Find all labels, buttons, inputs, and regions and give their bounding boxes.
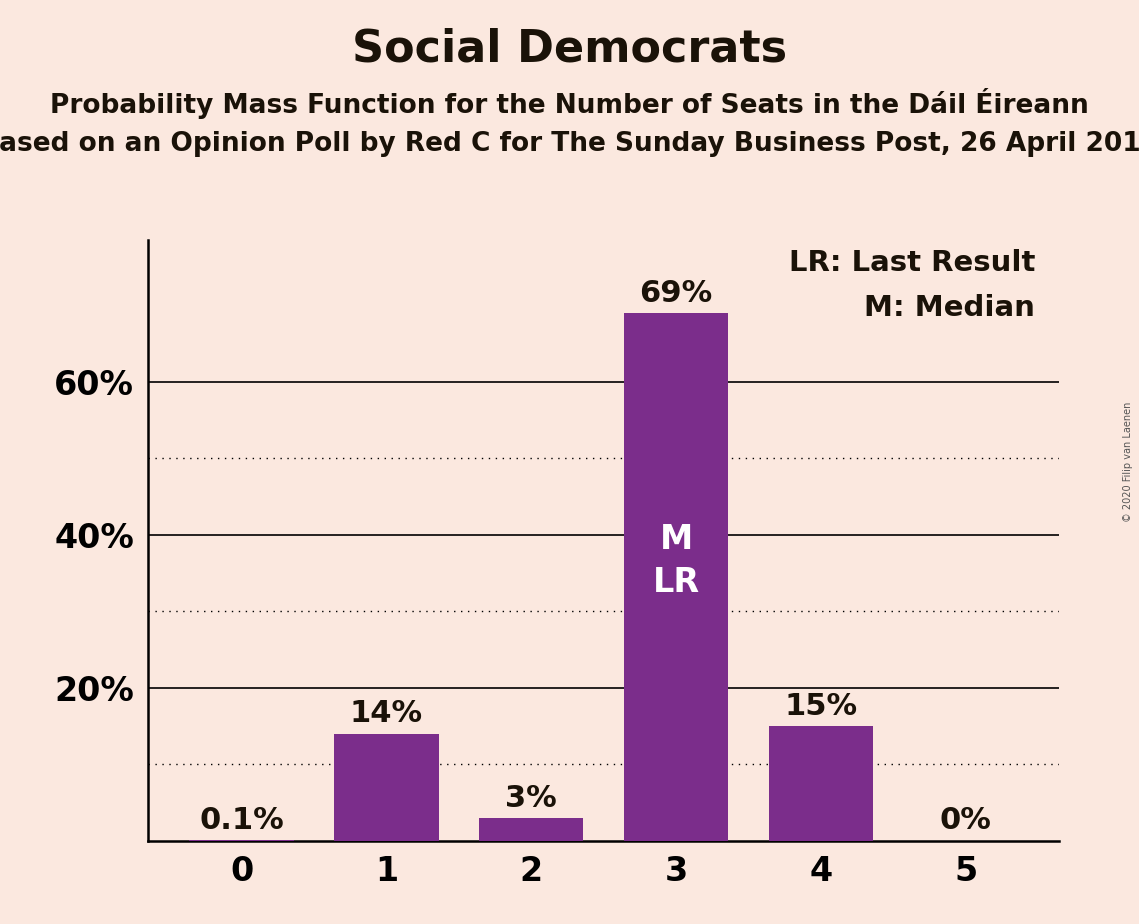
Bar	[769, 726, 872, 841]
Text: M: Median: M: Median	[865, 294, 1035, 322]
Text: LR: Last Result: LR: Last Result	[789, 249, 1035, 277]
Text: 69%: 69%	[639, 278, 713, 308]
Bar	[624, 313, 728, 841]
Text: 0.1%: 0.1%	[199, 806, 284, 834]
Text: 0%: 0%	[940, 807, 992, 835]
Text: Based on an Opinion Poll by Red C for The Sunday Business Post, 26 April 2018: Based on an Opinion Poll by Red C for Th…	[0, 131, 1139, 157]
Text: © 2020 Filip van Laenen: © 2020 Filip van Laenen	[1123, 402, 1133, 522]
Bar	[480, 818, 583, 841]
Text: 3%: 3%	[506, 784, 557, 812]
Text: Social Democrats: Social Democrats	[352, 28, 787, 71]
Text: M
LR: M LR	[653, 523, 699, 600]
Text: Probability Mass Function for the Number of Seats in the Dáil Éireann: Probability Mass Function for the Number…	[50, 88, 1089, 119]
Text: 15%: 15%	[785, 692, 858, 721]
Bar	[335, 734, 439, 841]
Text: 14%: 14%	[350, 699, 423, 728]
